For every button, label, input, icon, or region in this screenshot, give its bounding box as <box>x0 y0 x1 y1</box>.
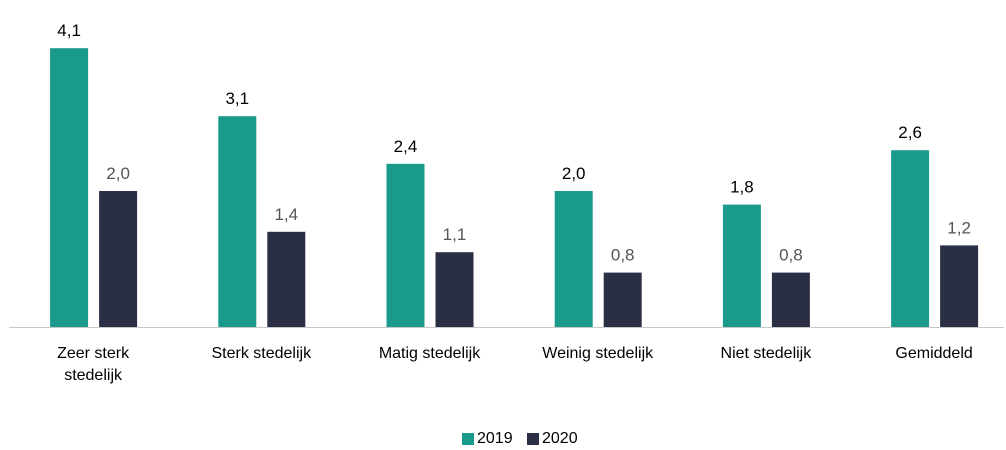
data-label: 4,1 <box>57 21 81 40</box>
x-tick-label: Matig stedelijk <box>378 345 481 362</box>
data-label: 3,1 <box>225 89 249 108</box>
data-label: 0,8 <box>779 246 803 265</box>
bar <box>386 163 425 327</box>
data-label: 1,4 <box>274 205 298 224</box>
bar <box>603 272 642 327</box>
data-label: 0,8 <box>611 246 635 265</box>
bar <box>99 191 138 327</box>
bar <box>267 231 306 327</box>
x-tick-label: Zeer sterk stedelijk <box>57 345 130 384</box>
legend-swatch <box>527 433 539 445</box>
bar <box>891 150 930 327</box>
x-tick-label: Niet stedelijk <box>720 345 812 362</box>
data-label: 2,0 <box>106 164 130 183</box>
bar <box>554 191 593 327</box>
legend-item: 2019 <box>462 430 513 448</box>
bar <box>722 204 761 327</box>
bar <box>218 116 257 327</box>
legend-swatch <box>462 433 474 445</box>
data-label: 1,1 <box>443 225 467 244</box>
legend-label: 2019 <box>477 430 513 447</box>
bar <box>435 252 474 327</box>
data-label: 2,0 <box>562 164 586 183</box>
legend-item: 2020 <box>527 430 578 448</box>
data-label: 2,4 <box>394 137 418 156</box>
data-label: 2,6 <box>898 123 922 142</box>
x-tick-label: Gemiddeld <box>895 345 973 362</box>
bar <box>940 245 979 327</box>
bar <box>50 48 89 327</box>
x-tick-label: Weinig stedelijk <box>542 345 654 362</box>
data-label: 1,2 <box>947 218 971 237</box>
bar <box>771 272 810 327</box>
legend-label: 2020 <box>542 430 578 447</box>
data-label: 1,8 <box>730 178 754 197</box>
x-tick-label: Sterk stedelijk <box>211 345 312 362</box>
